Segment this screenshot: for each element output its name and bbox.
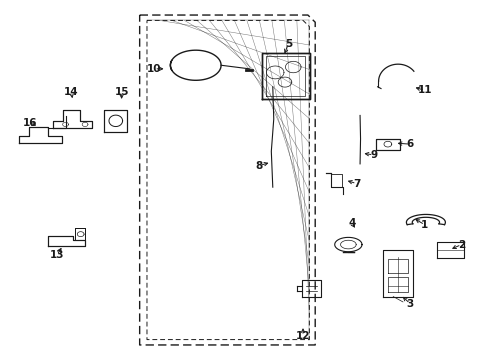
Text: 4: 4 <box>347 218 355 228</box>
Text: 5: 5 <box>284 39 291 49</box>
Text: 7: 7 <box>352 179 360 189</box>
Polygon shape <box>53 110 92 128</box>
Polygon shape <box>48 235 85 246</box>
Polygon shape <box>375 139 399 149</box>
Text: 14: 14 <box>64 87 79 97</box>
Text: 13: 13 <box>49 250 64 260</box>
Polygon shape <box>261 53 310 99</box>
Polygon shape <box>75 228 85 240</box>
Text: 6: 6 <box>406 139 413 149</box>
Text: 3: 3 <box>406 299 413 309</box>
Text: 1: 1 <box>421 220 427 230</box>
Text: 12: 12 <box>295 331 309 341</box>
Text: 15: 15 <box>114 87 129 97</box>
Polygon shape <box>104 110 127 132</box>
Text: 11: 11 <box>417 85 431 95</box>
Text: 10: 10 <box>147 64 161 74</box>
Text: 8: 8 <box>255 161 262 171</box>
Polygon shape <box>19 127 62 143</box>
Text: 16: 16 <box>22 118 37 128</box>
Text: 9: 9 <box>369 150 377 160</box>
Text: 2: 2 <box>457 239 464 249</box>
